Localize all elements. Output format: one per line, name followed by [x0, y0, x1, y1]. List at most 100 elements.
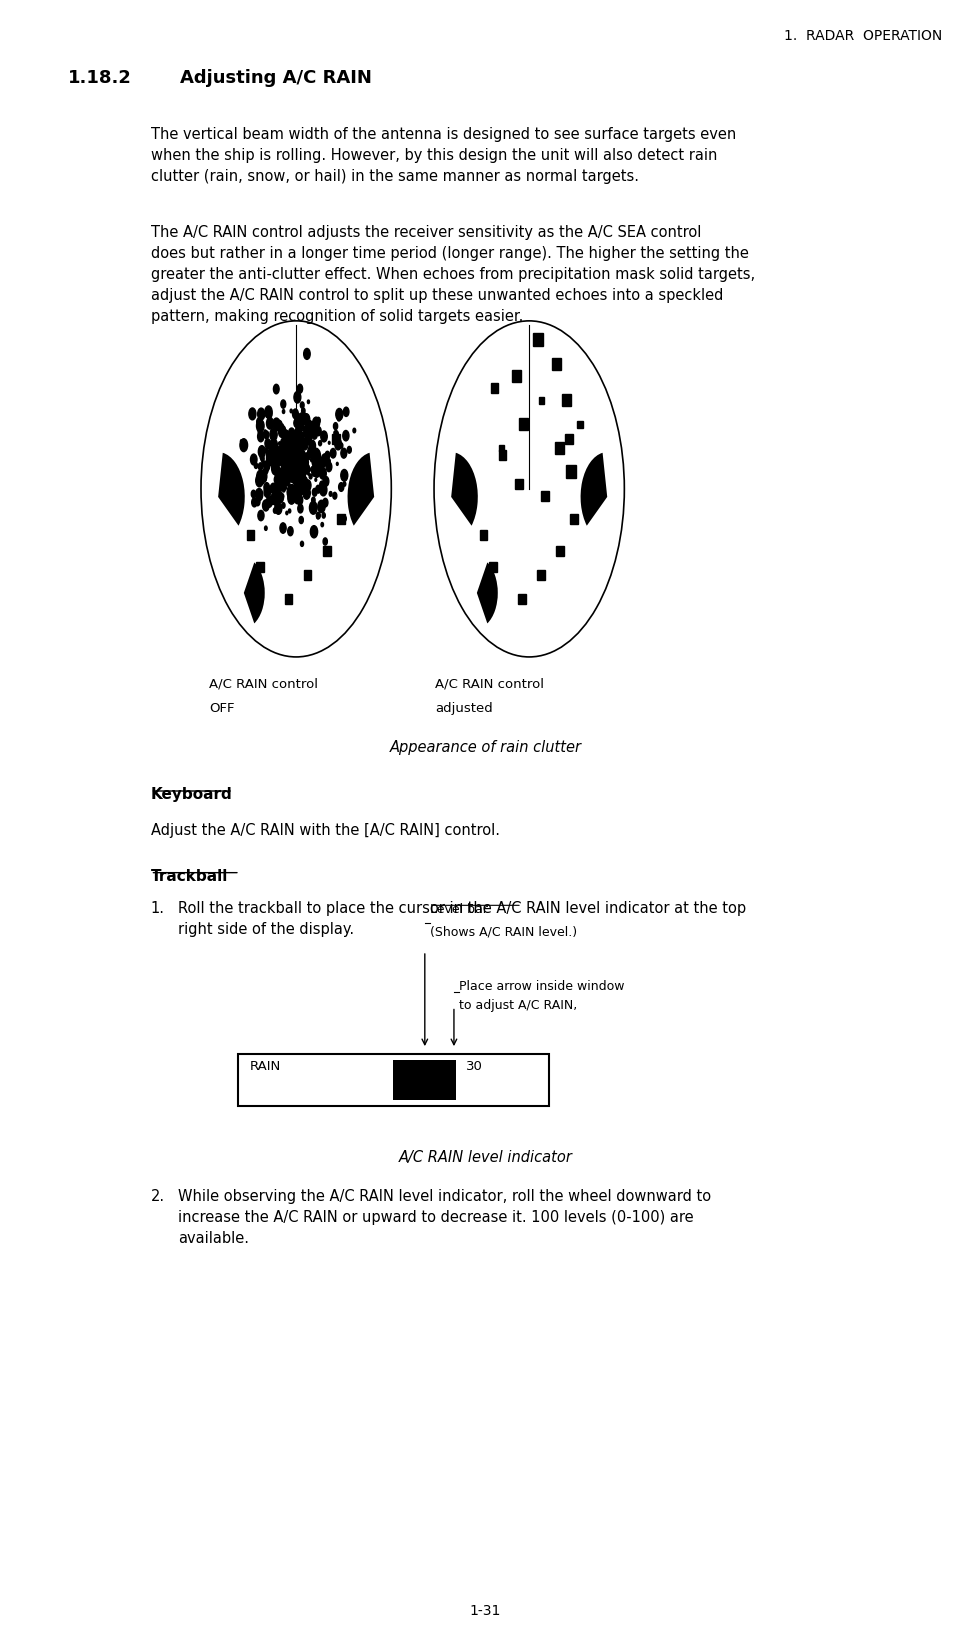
Circle shape — [272, 496, 278, 506]
Circle shape — [314, 468, 317, 473]
Bar — [499, 450, 507, 460]
Circle shape — [329, 493, 332, 498]
Circle shape — [283, 488, 285, 493]
Text: 1.: 1. — [151, 901, 164, 916]
Circle shape — [301, 413, 307, 423]
Circle shape — [305, 431, 310, 439]
Text: 30: 30 — [466, 1059, 483, 1072]
Circle shape — [270, 439, 278, 452]
Circle shape — [322, 514, 325, 519]
Bar — [565, 436, 573, 446]
Circle shape — [343, 517, 347, 522]
Bar — [393, 1061, 456, 1100]
Circle shape — [286, 473, 287, 477]
Circle shape — [303, 426, 310, 437]
Circle shape — [308, 447, 315, 459]
Circle shape — [310, 503, 318, 516]
Circle shape — [299, 450, 304, 460]
Circle shape — [281, 446, 285, 452]
Circle shape — [301, 483, 306, 491]
Circle shape — [276, 473, 283, 486]
Circle shape — [289, 460, 294, 468]
Circle shape — [334, 431, 338, 439]
Circle shape — [285, 444, 289, 452]
Circle shape — [312, 459, 318, 467]
Circle shape — [282, 459, 286, 467]
Circle shape — [283, 436, 285, 441]
Circle shape — [286, 462, 288, 465]
Circle shape — [272, 446, 279, 457]
Circle shape — [272, 463, 280, 475]
Circle shape — [300, 441, 303, 446]
Circle shape — [325, 452, 330, 460]
Circle shape — [319, 481, 323, 488]
Circle shape — [266, 447, 268, 450]
Circle shape — [285, 432, 287, 436]
Circle shape — [286, 470, 293, 480]
Circle shape — [296, 475, 301, 481]
Circle shape — [270, 485, 277, 494]
Text: (Shows A/C RAIN level.): (Shows A/C RAIN level.) — [430, 925, 577, 938]
Circle shape — [287, 465, 289, 470]
Circle shape — [285, 478, 287, 481]
Circle shape — [271, 447, 277, 457]
Circle shape — [257, 432, 264, 442]
Circle shape — [283, 410, 285, 415]
Circle shape — [227, 493, 229, 498]
Circle shape — [299, 457, 301, 460]
Circle shape — [298, 504, 303, 514]
Circle shape — [277, 480, 281, 486]
Circle shape — [287, 488, 294, 499]
Circle shape — [337, 416, 341, 421]
Circle shape — [270, 446, 278, 459]
Circle shape — [289, 442, 297, 455]
Circle shape — [280, 447, 283, 452]
Circle shape — [285, 459, 289, 465]
Circle shape — [274, 385, 279, 395]
Text: The A/C RAIN control adjusts the receiver sensitivity as the A/C SEA control
doe: The A/C RAIN control adjusts the receive… — [151, 225, 754, 325]
Bar — [519, 419, 528, 431]
Wedge shape — [452, 454, 478, 527]
Circle shape — [295, 415, 302, 426]
Circle shape — [309, 441, 316, 452]
Circle shape — [306, 452, 311, 460]
Wedge shape — [477, 563, 498, 623]
Circle shape — [291, 432, 296, 442]
Circle shape — [318, 501, 325, 514]
Bar — [554, 442, 564, 455]
Circle shape — [287, 441, 291, 447]
Circle shape — [294, 419, 299, 428]
Circle shape — [299, 455, 303, 460]
Circle shape — [270, 429, 277, 441]
Circle shape — [251, 455, 257, 465]
Circle shape — [305, 480, 311, 491]
Circle shape — [256, 419, 261, 426]
Circle shape — [321, 462, 325, 468]
Circle shape — [283, 459, 287, 467]
Circle shape — [279, 426, 285, 439]
Circle shape — [257, 410, 265, 421]
Circle shape — [340, 444, 343, 449]
Circle shape — [333, 423, 338, 431]
Circle shape — [294, 431, 301, 444]
Bar — [541, 491, 549, 503]
Circle shape — [283, 447, 288, 457]
Circle shape — [300, 441, 302, 442]
Circle shape — [313, 450, 320, 462]
Circle shape — [297, 459, 300, 463]
Circle shape — [305, 460, 309, 467]
Circle shape — [294, 392, 301, 403]
Circle shape — [343, 431, 349, 442]
Circle shape — [287, 432, 294, 444]
Circle shape — [297, 449, 300, 454]
Circle shape — [301, 419, 305, 426]
Circle shape — [308, 424, 310, 428]
Circle shape — [290, 463, 294, 470]
Circle shape — [296, 428, 297, 431]
Circle shape — [335, 439, 342, 450]
Circle shape — [287, 462, 292, 470]
Circle shape — [297, 447, 302, 455]
Circle shape — [251, 498, 257, 508]
Bar — [516, 480, 523, 490]
Circle shape — [295, 439, 301, 450]
